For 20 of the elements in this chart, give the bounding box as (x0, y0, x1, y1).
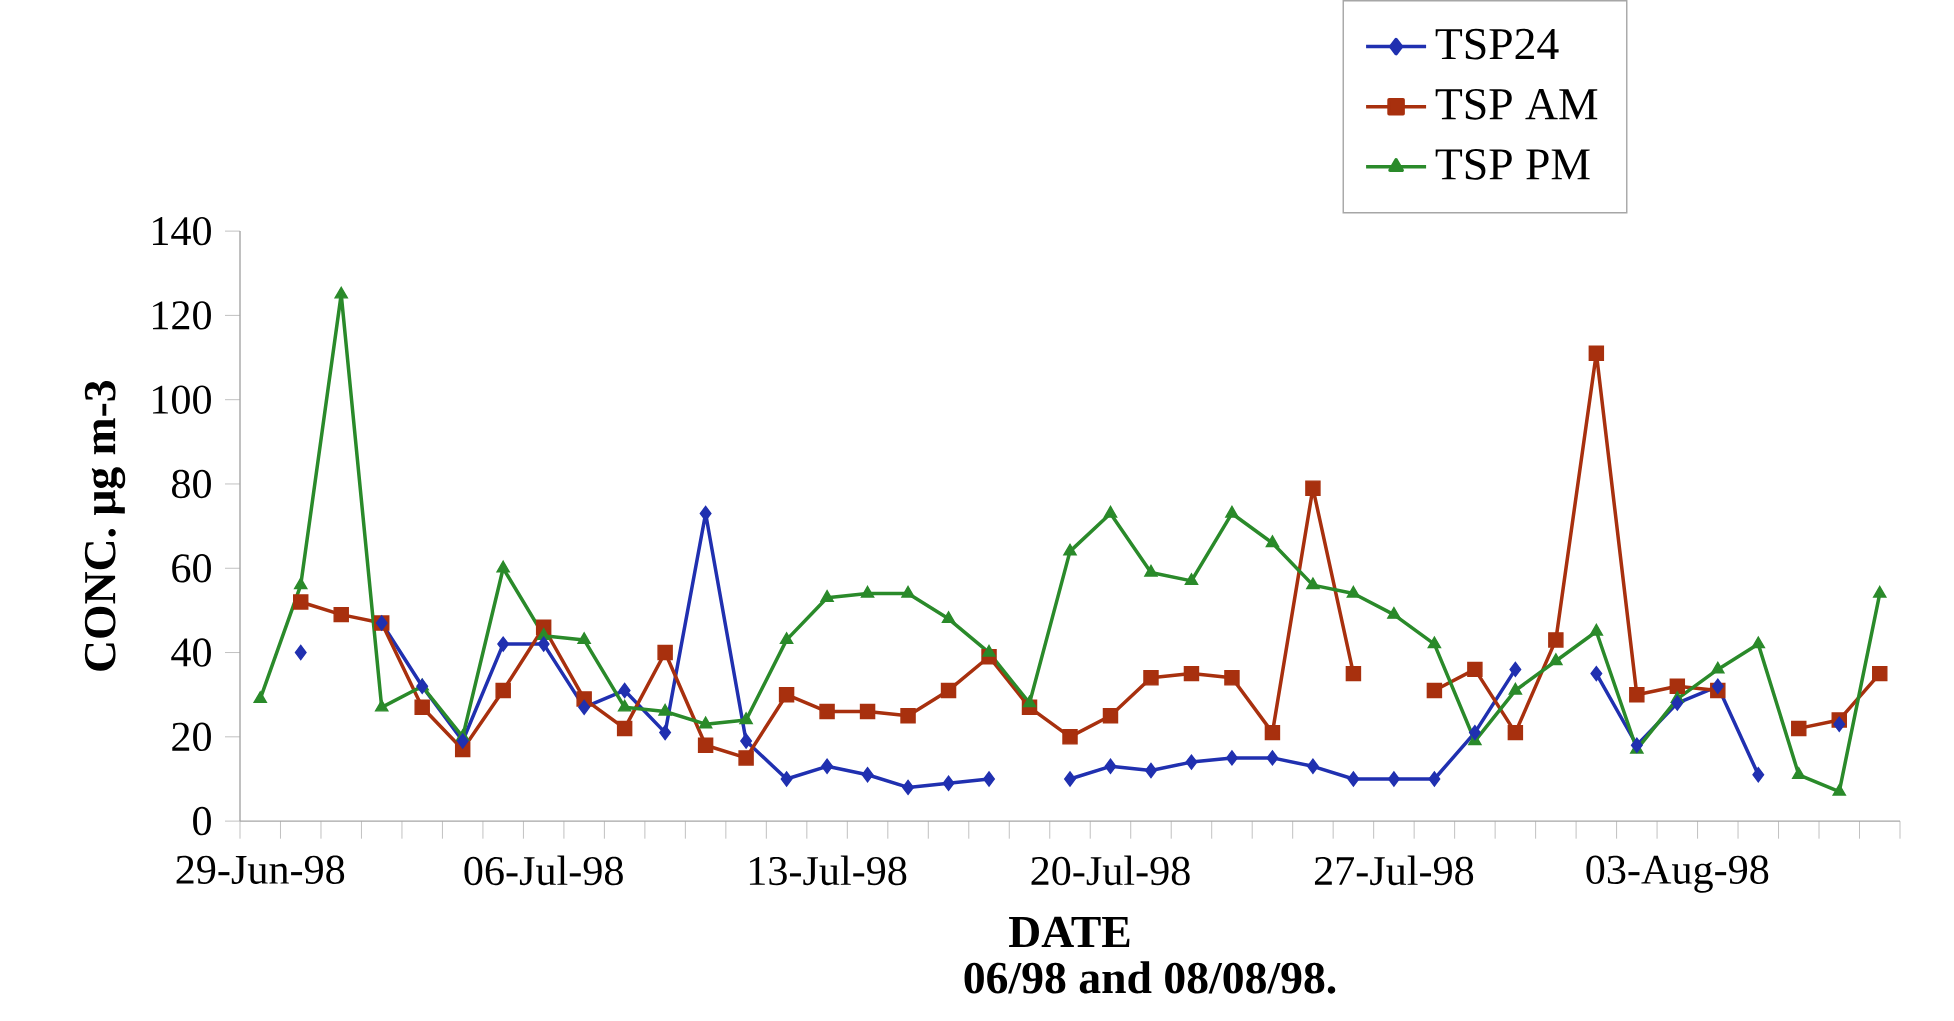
x-axis-title: DATE (1009, 916, 1130, 948)
y-tick-label: 100 (153, 385, 211, 414)
y-axis-title: CONC. μg m-3 (84, 380, 126, 671)
y-tick-label: 120 (153, 301, 211, 330)
y-tick-label: 40 (171, 638, 211, 667)
legend-label: TSP AM (1435, 88, 1598, 120)
x-tick-label: 29-Jun-98 (176, 855, 345, 884)
y-tick-label: 60 (172, 553, 211, 583)
legend-label: TSP24 (1435, 28, 1559, 60)
y-tick-label: 140 (153, 216, 211, 246)
text: 06/98 and 08/08/98. (964, 961, 1336, 994)
y-tick-label: 0 (193, 806, 211, 836)
x-tick-label: 13-Jul-98 (749, 855, 907, 886)
x-tick-label: 20-Jul-98 (1031, 855, 1190, 886)
x-tick-label: 06-Jul-98 (464, 855, 623, 886)
y-tick-label: 80 (172, 469, 211, 499)
legend-label: TSP PM (1435, 149, 1590, 180)
x-tick-label: 03-Aug-98 (1586, 855, 1769, 893)
y-tick-label: 20 (172, 722, 211, 751)
x-tick-label: 27-Jul-98 (1314, 855, 1474, 886)
